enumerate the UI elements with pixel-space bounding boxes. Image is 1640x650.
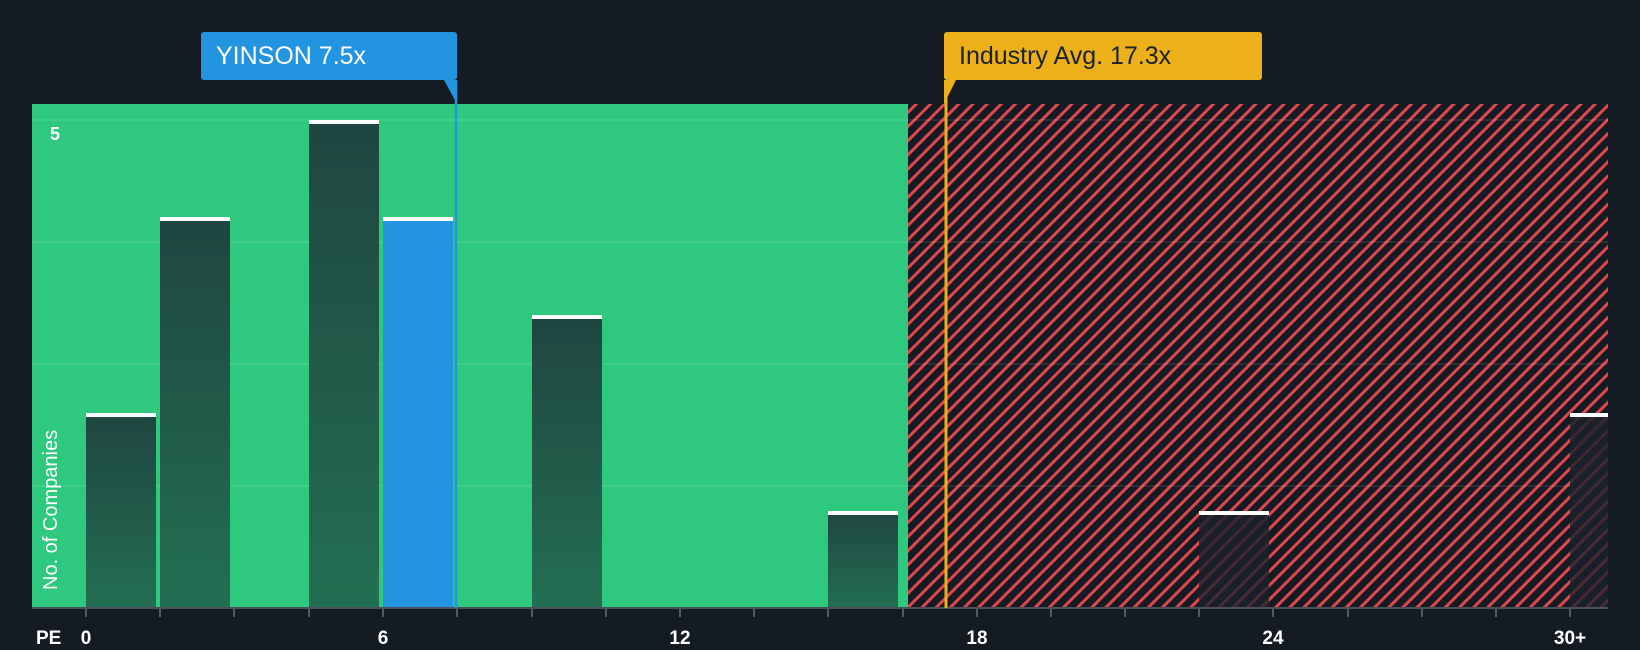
bars (86, 120, 1608, 609)
x-tick-18: 18 (966, 628, 988, 649)
bar-15-16.5[interactable] (828, 511, 898, 609)
x-tick-6: 6 (377, 628, 389, 649)
x-tick-12: 12 (669, 628, 691, 649)
gridlines (32, 119, 1608, 487)
x-axis-label: PE (36, 628, 62, 649)
bar-1.5-3[interactable] (160, 217, 230, 609)
x-ticks (85, 609, 1571, 617)
bar-30-plus[interactable] (1570, 413, 1608, 609)
industry-avg-callout: Industry Avg. 17.3x (944, 32, 1262, 80)
bar-0-1.5[interactable] (86, 413, 156, 609)
yinson-pe-callout: YINSON 7.5x (201, 32, 457, 80)
bar-6-7.5-yinson[interactable] (383, 217, 453, 609)
bar-22.5-24[interactable] (1199, 511, 1269, 609)
bar-4.5-6[interactable] (309, 120, 379, 609)
industry-callout-pointer (944, 80, 956, 104)
yinson-callout-pointer (444, 80, 457, 104)
y-tick-5: 5 (50, 124, 61, 144)
x-tick-30-plus: 30+ (1553, 628, 1587, 649)
x-tick-0: 0 (80, 628, 92, 649)
y-axis-label: No. of Companies (40, 429, 62, 590)
x-tick-24: 24 (1262, 628, 1284, 649)
bar-9-10.5[interactable] (532, 315, 602, 609)
